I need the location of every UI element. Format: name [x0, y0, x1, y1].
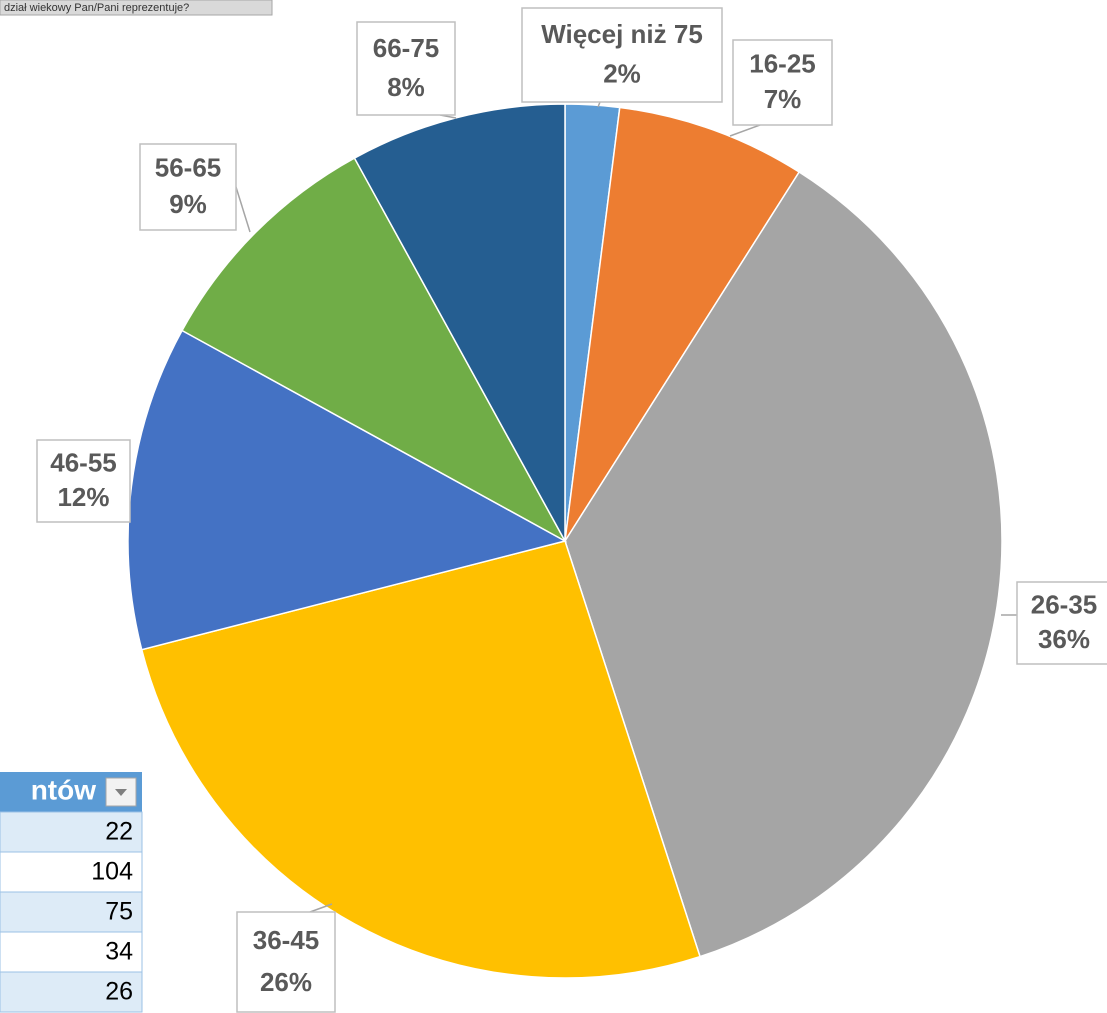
pie-slice: [181, 157, 567, 543]
data-label-box: [732, 39, 833, 126]
pie-slice: [140, 540, 701, 979]
table-row: [0, 971, 143, 1013]
leader-line: [729, 124, 761, 137]
table: ntów 22 104 75 34 26: [0, 772, 143, 1013]
leader-line: [235, 186, 251, 233]
data-label-box: [1016, 581, 1107, 665]
data-label-value: 36%: [1038, 624, 1090, 654]
pie: Więcej niż 75 2% 16-25 7% 26-35 36% 36-45 26% 46…: [36, 7, 1107, 1013]
filter-arrow: [115, 789, 127, 796]
leader-line: [597, 101, 601, 108]
pie-slice: [564, 170, 1003, 958]
header-text: dział wiekowy Pan/Pani reprezentuje?: [4, 2, 189, 14]
table-cell: 104: [91, 858, 133, 886]
data-label-category: Więcej niż 75: [541, 19, 703, 49]
table-cell: 22: [105, 818, 133, 846]
data-label-category: 46-55: [50, 447, 117, 477]
data-label-value: 2%: [603, 59, 641, 89]
data-label-value: 26%: [260, 967, 312, 997]
data-label-category: 66-75: [373, 33, 440, 63]
header-cell: [0, 0, 273, 16]
data-label-box: [36, 439, 131, 523]
data-label-category: 56-65: [155, 153, 222, 183]
table-header-text: ntów: [31, 774, 97, 805]
table-row: [0, 931, 143, 973]
table-cell: 75: [105, 898, 133, 926]
data-label-category: 16-25: [749, 48, 816, 78]
table-row: [0, 891, 143, 933]
data-label-box: [356, 21, 456, 116]
table-cell: 34: [105, 938, 133, 966]
data-label-value: 7%: [764, 84, 802, 114]
leader-line: [309, 903, 333, 913]
data-label-category: 36-45: [253, 925, 320, 955]
pie-slice: [353, 103, 566, 542]
data-label-box: [139, 143, 237, 231]
data-label-box: [521, 7, 723, 103]
pie-slice: [564, 106, 801, 542]
data-label-value: 12%: [57, 482, 109, 512]
data-label-value: 8%: [387, 72, 425, 102]
data-label-value: 9%: [169, 189, 207, 219]
data-label-category: 26-35: [1031, 589, 1098, 619]
data-label-box: [236, 911, 336, 1013]
pie-slice: [127, 329, 568, 651]
table-cell: 26: [105, 978, 133, 1006]
